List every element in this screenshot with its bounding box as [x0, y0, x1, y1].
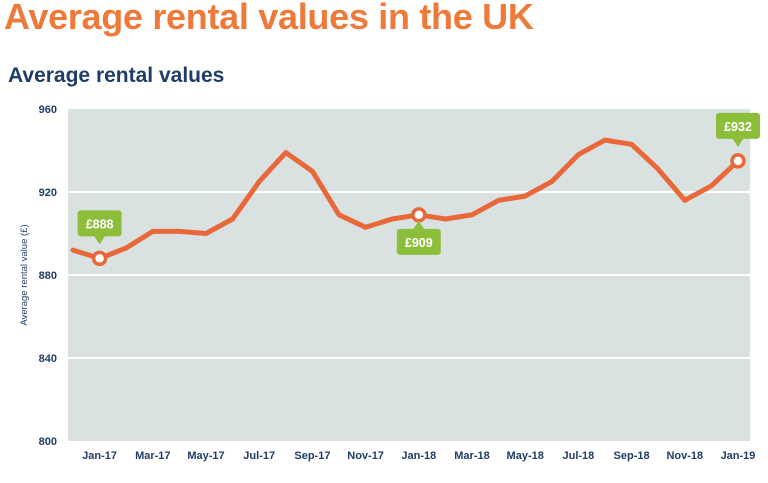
x-tick-label: Jan-18 [401, 450, 436, 462]
highlight-marker [411, 207, 427, 223]
callout-pointer [732, 137, 744, 147]
x-tick-label: Sep-18 [614, 450, 650, 462]
callout-label: £888 [86, 217, 114, 231]
x-tick-label: Jan-17 [82, 450, 117, 462]
x-tick-label: Jul-18 [563, 450, 595, 462]
y-tick-label: 800 [39, 436, 57, 448]
y-tick-label: 960 [39, 104, 57, 116]
value-callout [716, 112, 760, 139]
x-tick-label: Nov-18 [666, 450, 703, 462]
x-tick-label: Jan-19 [721, 450, 756, 462]
x-tick-label: Mar-18 [454, 450, 489, 462]
x-tick-label: Mar-17 [135, 450, 170, 462]
y-tick-label: 880 [39, 270, 57, 282]
callout-label: £932 [724, 120, 752, 134]
x-tick-label: Nov-17 [347, 450, 384, 462]
series-line [70, 137, 741, 261]
y-tick-label: 840 [39, 353, 57, 365]
callout-label: £909 [405, 236, 433, 250]
x-tick-label: May-18 [507, 450, 544, 462]
x-tick-label: Jul-17 [243, 450, 275, 462]
x-tick-label: May-17 [187, 450, 224, 462]
highlight-marker [730, 153, 746, 169]
x-tick-label: Sep-17 [294, 450, 330, 462]
callout-pointer [93, 235, 106, 245]
y-axis-label: Average rental value (£) [19, 224, 30, 325]
highlight-marker [91, 250, 108, 267]
callout-pointer [412, 220, 425, 230]
value-callout [396, 228, 441, 255]
page-title: Average rental values in the UK [4, 0, 534, 37]
chart-title: Average rental values [8, 64, 225, 87]
y-tick-label: 920 [39, 187, 57, 199]
value-callout [77, 210, 122, 237]
